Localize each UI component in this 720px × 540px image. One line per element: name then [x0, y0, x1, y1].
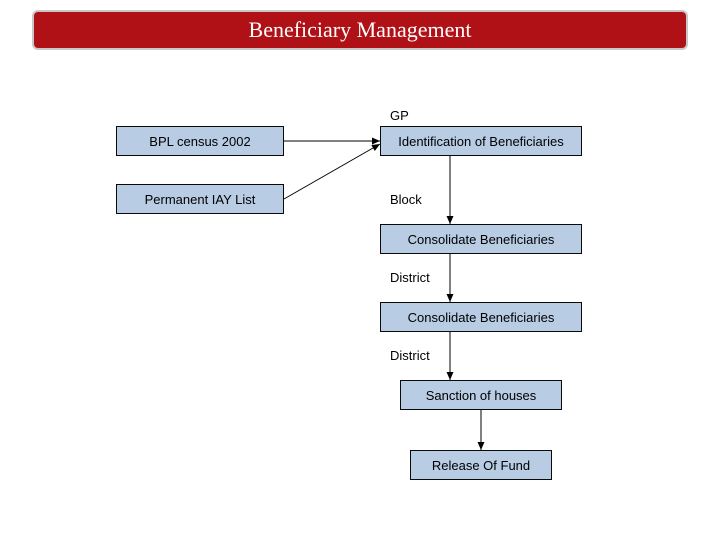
flowchart-connectors: [0, 0, 720, 540]
flow-label-district1: District: [390, 270, 430, 285]
arrow-perm-to-ident: [284, 144, 380, 199]
flow-node-consol2: Consolidate Beneficiaries: [380, 302, 582, 332]
page-title: Beneficiary Management: [249, 17, 472, 43]
title-bar: Beneficiary Management: [32, 10, 688, 50]
flow-node-sanction: Sanction of houses: [400, 380, 562, 410]
flow-node-consol1: Consolidate Beneficiaries: [380, 224, 582, 254]
flow-label-gp: GP: [390, 108, 409, 123]
flow-node-ident: Identification of Beneficiaries: [380, 126, 582, 156]
flow-label-block: Block: [390, 192, 422, 207]
flow-node-release: Release Of Fund: [410, 450, 552, 480]
flow-label-district2: District: [390, 348, 430, 363]
flow-node-bpl: BPL census 2002: [116, 126, 284, 156]
flow-node-perm: Permanent IAY List: [116, 184, 284, 214]
